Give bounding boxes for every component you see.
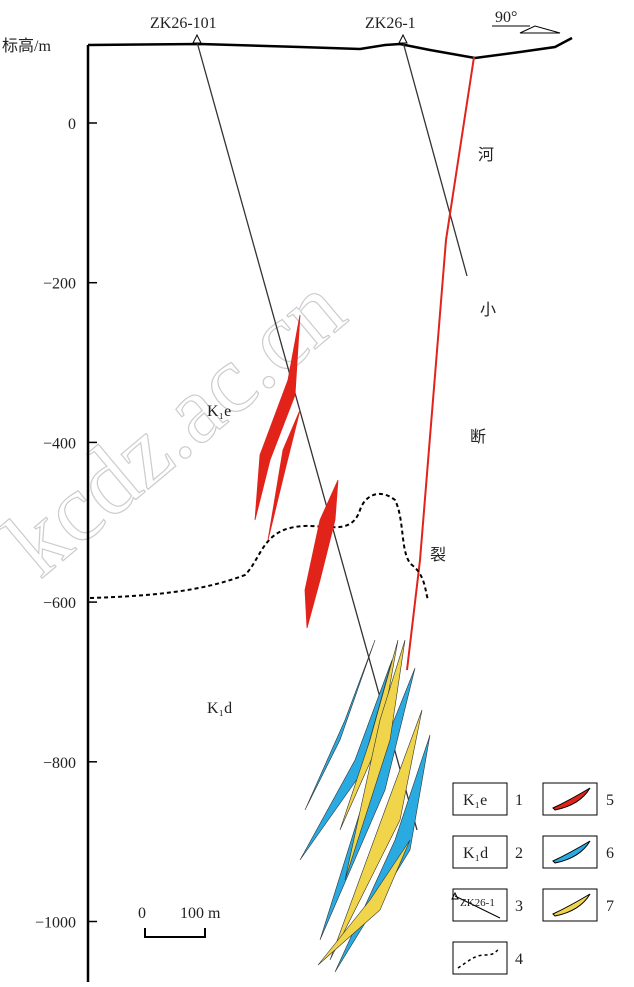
cross-section: kcdz.ac.cn 标高/m ZK26-101 ZK26-1 90° 河 小 …	[0, 0, 634, 982]
scale-label: 100 m	[180, 905, 221, 922]
tick-label: 0	[68, 116, 76, 133]
fault-label: 小	[480, 301, 496, 319]
legend-number: 1	[515, 792, 523, 809]
unit-label: K₁e	[207, 403, 231, 420]
tick-label: −800	[43, 755, 76, 772]
drill-hole-label: ZK26-1	[365, 15, 416, 32]
fault-label: 断	[470, 428, 486, 446]
legend-text: K₁e	[463, 792, 487, 809]
unit-label: K₁d	[207, 700, 232, 717]
tick-label: −1000	[35, 915, 76, 932]
fault-label: 裂	[430, 546, 446, 564]
ore-bodies	[300, 640, 430, 972]
legend-number: 7	[606, 898, 614, 915]
legend-text: K₁d	[463, 845, 488, 862]
tick-label: −200	[43, 276, 76, 293]
tick-label: −400	[43, 435, 76, 452]
fault-label: 河	[478, 146, 494, 164]
legend-boxes	[453, 783, 597, 974]
ground-surface	[88, 38, 572, 58]
legend-number: 2	[515, 845, 523, 862]
axis-label: 标高/m	[2, 37, 51, 55]
legend-number: 5	[606, 792, 614, 809]
orientation-symbol	[492, 26, 560, 33]
scale-bar	[145, 928, 205, 937]
legend-number: 6	[606, 845, 614, 862]
orientation: 90°	[495, 9, 517, 26]
drill-hole-marker	[193, 35, 407, 43]
scale-label: 0	[138, 905, 146, 922]
legend-text: ZK26-1	[460, 897, 495, 909]
fault	[407, 57, 474, 670]
legend-number: 3	[515, 898, 523, 915]
tick-label: −600	[43, 595, 76, 612]
legend-number: 4	[515, 951, 523, 968]
drill-hole-label: ZK26-101	[150, 15, 217, 32]
watermark: kcdz.ac.cn	[0, 254, 364, 596]
